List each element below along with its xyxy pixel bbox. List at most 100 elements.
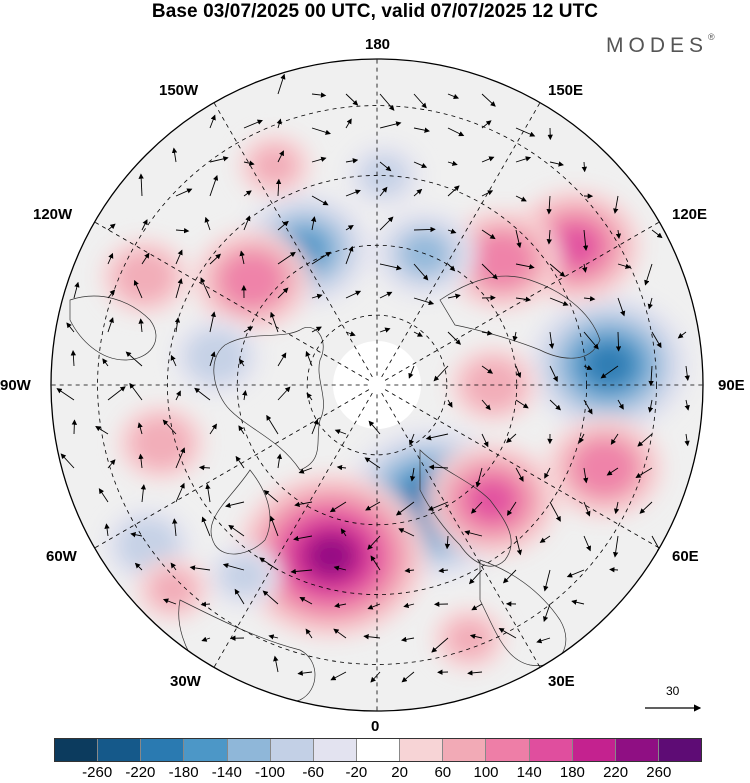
colorbar-tick-label: -100 [254,764,286,781]
wind-vector [515,399,529,409]
colorbar-segment [141,739,185,761]
wind-vector [107,289,116,299]
wind-vector [107,459,116,469]
wind-vector [259,557,279,571]
wind-vector [515,263,535,270]
wind-vector [277,352,287,367]
graticule [51,59,703,711]
wind-vector [506,433,517,443]
wind-vector [334,429,347,435]
anomaly-contour [585,344,632,385]
wind-vector [413,263,429,281]
wind-vector [617,297,626,317]
wind-vector [311,127,331,135]
colorbar-tick-label: 220 [603,764,629,781]
colorbar-segment [270,739,314,761]
wind-vector [648,365,654,387]
coastline [69,295,157,361]
wind-vector [413,226,436,233]
colorbar-tick-label: 180 [559,764,585,781]
wind-vector [276,118,282,129]
wind-vector [333,565,347,571]
wind-vector [609,567,619,573]
wind-vector [299,596,313,605]
coastline [213,327,324,471]
wind-vector [379,186,388,197]
colorbar-segment [356,739,401,761]
wind-vector [409,467,416,482]
wind-vector [515,156,532,163]
wind-vector [379,121,402,129]
wind-vector [579,433,585,444]
wind-vector [481,365,494,374]
wind-vector [637,433,653,447]
wind-vector [330,671,347,681]
wind-vector [364,457,381,469]
wind-vector [583,331,599,350]
wind-vector [266,414,279,435]
wind-vector [305,350,313,367]
wind-vector [398,528,415,537]
wind-vector [107,252,114,265]
colorbar-tick-label: -60 [302,764,325,781]
wind-vector [433,365,449,382]
colorbar-tick-label: 60 [434,764,452,781]
wind-vector [684,399,690,411]
wind-vector [481,120,492,129]
wind-vector [276,453,283,469]
wind-vector [311,326,322,333]
latitude-circle [97,105,657,665]
wind-vector [413,188,423,197]
wind-vector [175,482,185,503]
wind-vector [549,263,566,277]
colorbar-segment [184,739,228,761]
wind-vectors [56,73,690,683]
wind-vector [209,423,217,435]
wind-vector [447,399,453,408]
wind-vector [269,515,279,537]
lon-label-30e: 30E [548,673,575,690]
wind-vector [515,127,536,137]
wind-vector [98,488,109,503]
wind-vector [201,636,211,642]
wind-vector [209,156,229,163]
wind-vector [277,150,284,163]
wind-vector [647,297,653,310]
wind-vector [209,174,219,197]
wind-vector [363,634,381,640]
wind-vector [467,670,483,676]
wind-vector [175,447,186,469]
wind-vector [268,634,279,640]
wind-vector [515,365,522,379]
wind-vector [546,229,552,245]
wind-vector [617,263,631,269]
anomaly-contour [308,535,355,576]
wind-vector [617,399,624,410]
wind-vector [498,627,517,639]
wind-vector [639,501,653,514]
wind-vector [345,245,354,265]
wind-vector [200,601,211,608]
colorbar-segment [98,739,142,761]
wind-vector [130,532,143,538]
wind-vector [189,565,211,571]
wind-vector [345,93,359,106]
wind-vector [543,603,551,622]
wind-vector [413,297,435,306]
wind-vector [447,263,456,272]
wind-vector [125,351,143,367]
wind-vector [582,229,589,251]
wind-vector [615,229,622,240]
colorbar-tick-label: -20 [345,764,368,781]
lon-label-150e: 150E [548,82,584,99]
polar-cap [333,341,421,429]
lon-label-120w: 120W [33,206,73,223]
wind-vector [311,293,323,299]
wind-vector [438,567,449,574]
wind-vector [581,161,588,173]
colorbar-tick-label: -180 [168,764,199,781]
colorbar-segment [400,739,444,761]
wind-vector [107,223,116,231]
wind-vector [612,535,619,558]
wind-vector [129,382,143,401]
